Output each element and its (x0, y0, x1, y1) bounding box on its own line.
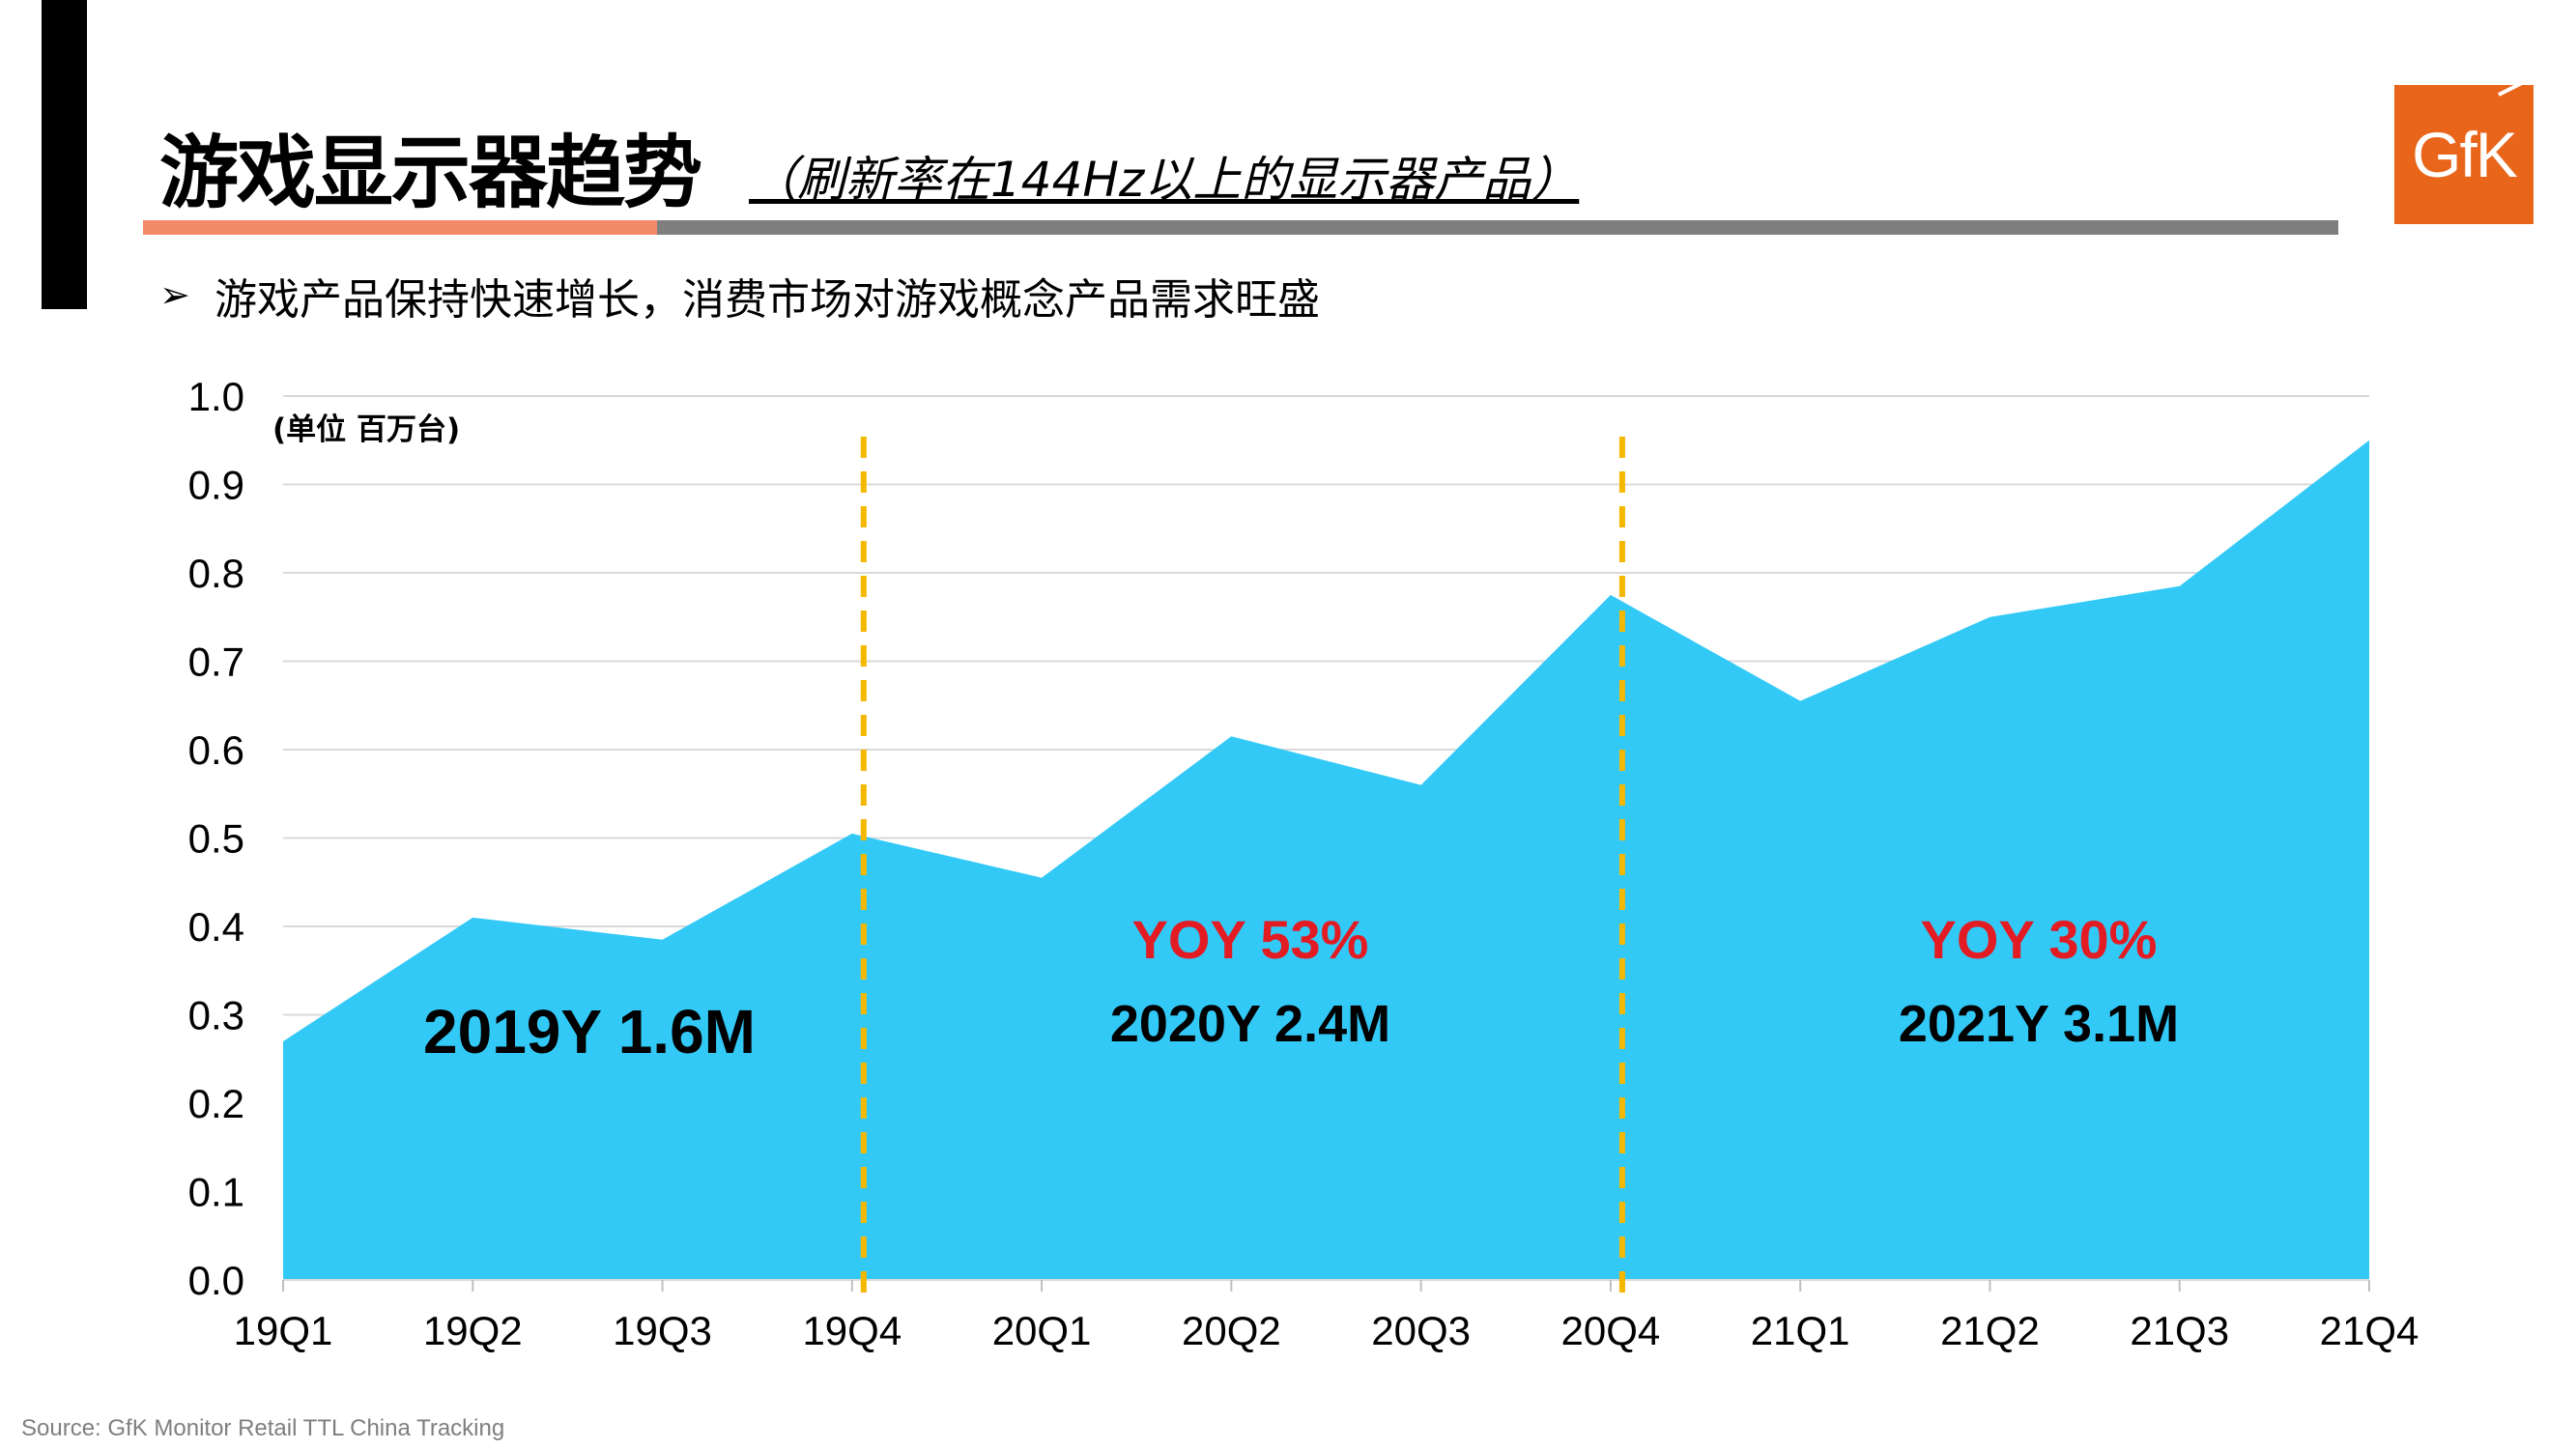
title-rule-accent (143, 220, 657, 235)
x-tick-label: 19Q3 (613, 1308, 712, 1353)
left-accent-bar (42, 0, 87, 309)
unit-label: (单位 百万台) (272, 412, 460, 447)
source-note: Source: GfK Monitor Retail TTL China Tra… (21, 1415, 505, 1441)
y-tick-label: 1.0 (188, 374, 244, 419)
gfk-logo: GfK (2394, 85, 2533, 224)
y-tick-label: 0.2 (188, 1081, 244, 1126)
annotation-2021-total: 2021Y 3.1M (1899, 995, 2179, 1053)
y-tick-label: 0.7 (188, 639, 244, 685)
y-tick-label: 0.8 (188, 551, 244, 596)
page-title: 游戏显示器趋势 (159, 128, 702, 219)
y-tick-label: 0.1 (188, 1170, 244, 1215)
y-tick-label: 0.4 (188, 904, 244, 950)
y-tick-label: 0.6 (188, 727, 244, 773)
x-tick-label: 19Q1 (234, 1308, 333, 1353)
bullet-arrow-icon: ➢ (159, 275, 190, 316)
annotation-2021-yoy: YOY 30% (1921, 909, 2158, 970)
x-tick-label: 20Q4 (1561, 1308, 1661, 1353)
logo-text: GfK (2412, 119, 2518, 190)
annotation-2020-yoy: YOY 53% (1132, 909, 1369, 970)
bullet-text: 游戏产品保持快速增长，消费市场对游戏概念产品需求旺盛 (215, 275, 1320, 325)
y-tick-label: 0.0 (188, 1258, 244, 1303)
x-tick-label: 20Q1 (992, 1308, 1092, 1353)
x-tick-label: 20Q3 (1371, 1308, 1471, 1353)
x-tick-label: 19Q4 (802, 1308, 902, 1353)
y-tick-label: 0.5 (188, 816, 244, 862)
y-tick-label: 0.3 (188, 993, 244, 1038)
title-rule (657, 220, 2338, 235)
x-tick-label: 21Q4 (2320, 1308, 2419, 1353)
x-tick-label: 21Q2 (1940, 1308, 2040, 1353)
x-tick-label: 20Q2 (1182, 1308, 1281, 1353)
x-tick-label: 19Q2 (423, 1308, 523, 1353)
x-tick-label: 21Q3 (2130, 1308, 2229, 1353)
title-note: （刷新率在144Hz以上的显示器产品） (749, 152, 1580, 208)
annotation-2019-total: 2019Y 1.6M (423, 997, 756, 1066)
annotation-2020-total: 2020Y 2.4M (1110, 995, 1390, 1053)
x-tick-label: 21Q1 (1751, 1308, 1850, 1353)
y-tick-label: 0.9 (188, 463, 244, 508)
series-area (283, 440, 2369, 1280)
logo-slash-icon (2498, 85, 2523, 97)
